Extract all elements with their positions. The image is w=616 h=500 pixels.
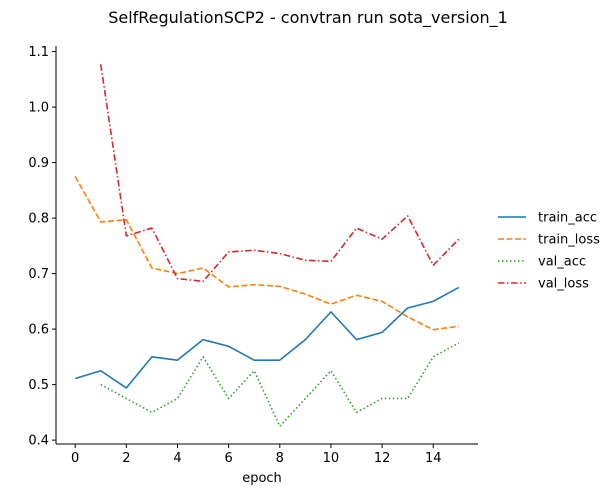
legend-label-val-loss: val_loss: [538, 277, 589, 292]
axes: 0 2 4 6 8 10 12 14 0.4 0.5 0.6 0.7 0.8 0.9 1.0 1.1: [28, 45, 478, 466]
x-tick-label: 4: [173, 451, 181, 466]
legend-label-val-acc: val_acc: [538, 255, 586, 270]
x-tick-label: 14: [425, 451, 442, 466]
series-line-val-loss: [99, 64, 460, 283]
x-tick-label: 2: [122, 451, 130, 466]
y-tick-label: 0.8: [28, 212, 49, 227]
y-tick-label: 0.9: [28, 156, 49, 171]
y-tick-label: 0.5: [28, 378, 49, 393]
legend-label-train-acc: train_acc: [538, 211, 597, 226]
series-line-train-acc: [74, 286, 460, 389]
x-tick-label: 10: [323, 451, 340, 466]
chart-title: SelfRegulationSCP2 - convtran run sota_v…: [108, 8, 508, 28]
x-axis-label: epoch: [242, 471, 282, 486]
legend: train_acc train_loss val_acc val_loss: [498, 211, 600, 292]
y-tick-label: 0.7: [28, 267, 49, 282]
y-tick-label: 1.0: [28, 101, 49, 116]
series-line-train-loss: [74, 176, 459, 331]
x-tick-label: 12: [374, 451, 391, 466]
legend-label-train-loss: train_loss: [538, 233, 600, 248]
x-tick-label: 0: [71, 451, 79, 466]
series-line-val-acc: [100, 342, 460, 428]
x-tick-label: 6: [224, 451, 232, 466]
x-tick-label: 8: [276, 451, 284, 466]
series-layer: [74, 64, 460, 428]
y-tick-label: 1.1: [28, 45, 49, 60]
y-tick-label: 0.6: [28, 323, 49, 338]
y-tick-label: 0.4: [28, 434, 49, 449]
